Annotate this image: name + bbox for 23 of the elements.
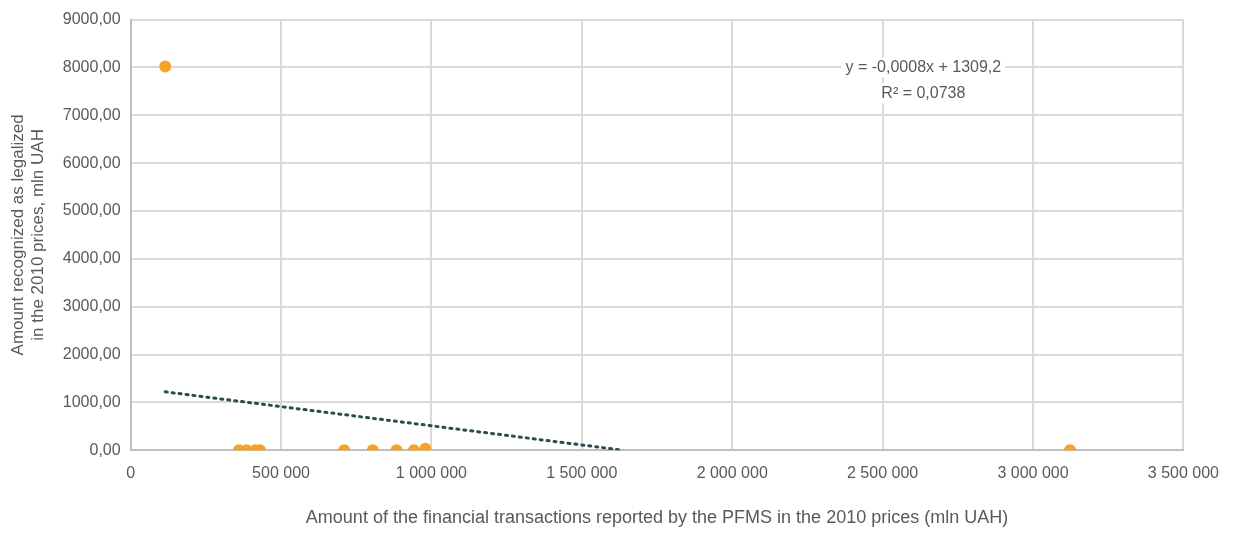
y-tick-label: 8000,00 <box>62 57 121 75</box>
x-tick-label: 1 000 000 <box>395 464 468 482</box>
x-tick-label: 500 000 <box>252 464 311 482</box>
y-tick-label: 1000,00 <box>62 392 121 410</box>
y-tick-label: 9000,00 <box>62 10 121 28</box>
x-tick-label: 1 500 000 <box>546 464 618 482</box>
y-tick-label: 6000,00 <box>62 153 121 171</box>
x-tick-label: 2 500 000 <box>847 464 919 482</box>
annotation: R² = 0,0738 <box>881 84 966 102</box>
x-tick-label: 3 000 000 <box>997 464 1069 482</box>
y-tick-label: 2000,00 <box>62 344 121 362</box>
x-tick-label: 3 500 000 <box>1147 464 1220 482</box>
y-tick-label: 4000,00 <box>62 249 121 267</box>
y-tick-label: 5000,00 <box>62 201 121 219</box>
x-tick-label: 2 000 000 <box>696 464 768 482</box>
y-tick-label: 0,00 <box>89 440 121 458</box>
y-axis-title: Amount recognized as legalized in the 2010 prices, mln UAH <box>7 114 48 356</box>
x-axis-title: Amount of the financial transactions reported by the PFMS in the 2010 prices (mln UAH) <box>305 507 1009 528</box>
x-tick-label: 0 <box>126 464 136 482</box>
point <box>159 60 172 73</box>
annotation: y = -0,0008x + 1309,2 <box>845 58 1002 76</box>
y-tick-label: 3000,00 <box>62 297 121 315</box>
y-tick-label: 7000,00 <box>62 105 121 123</box>
